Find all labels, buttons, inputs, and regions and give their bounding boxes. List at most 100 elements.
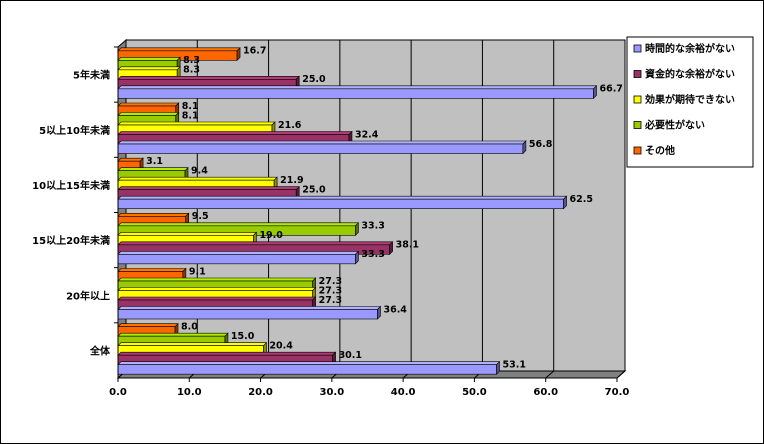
data-label: 32.4 [355,129,379,140]
data-label: 15.0 [231,331,255,342]
bar-top-face [117,241,394,246]
data-label: 20.4 [269,340,293,351]
data-label: 16.7 [243,46,266,57]
bar-top-face [117,167,189,171]
bar-top-face [117,277,317,282]
bars [117,47,598,375]
data-label: 8.3 [183,65,200,76]
data-label: 9.4 [191,165,208,176]
legend-swatch [633,146,642,155]
legend-swatch [633,95,642,104]
bar-side-face [496,360,500,375]
gridline-floor [545,370,555,379]
data-label: 30.1 [339,350,362,361]
data-label: 25.0 [302,184,326,195]
bar [117,309,378,320]
bar-top-face [117,213,190,217]
bar-side-face [389,241,393,256]
legend-label: 時間的な余裕がない [645,42,735,55]
bar [117,198,564,209]
bar-top-face [117,186,300,190]
data-label: 9.1 [189,266,206,277]
bar [117,88,594,99]
gridline-floor [616,370,626,379]
data-label: 3.1 [146,156,163,167]
category-label: 5年未満 [73,69,110,82]
legend-swatch [633,44,642,53]
x-tick-label: 0.0 [109,387,127,398]
bar [117,364,497,375]
data-label: 19.0 [259,230,283,241]
category-label: 20年以上 [66,289,110,302]
bar-top-face [117,332,229,337]
data-label: 8.1 [182,101,199,112]
data-label: 38.1 [396,240,419,251]
bar-side-face [522,140,527,155]
data-label: 62.5 [570,194,593,205]
category-label: 全体 [89,344,111,357]
bar-top-face [117,140,527,145]
bar-top-face [117,351,337,356]
bar-top-face [117,112,180,116]
category-label: 10以上15年未満 [32,179,110,192]
bar-top-face [117,66,181,71]
data-label: 21.9 [280,175,303,186]
legend-swatch [633,70,642,78]
bar-top-face [117,102,180,107]
bar [117,254,356,265]
data-label: 27.3 [319,285,342,296]
bar-top-face [117,268,187,272]
data-label: 8.0 [181,321,198,332]
bar-side-face [563,195,567,210]
legend-swatch [633,121,642,129]
data-label: 9.5 [192,211,209,222]
bar-top-face [117,306,382,310]
category-label: 5以上10年未満 [39,124,110,137]
bar-top-face [117,121,276,126]
bar-top-face [117,361,501,365]
data-label: 27.3 [319,276,342,287]
data-label: 25.0 [302,74,326,85]
data-labels: 16.7 8.38.3 25.0 66.7 8.18.1 21.6 32.4 56.8 3.1 9… [146,46,623,371]
bar-top-face [117,251,360,255]
bar-top-face [117,157,144,162]
x-tick-label: 40.0 [391,387,416,398]
data-label: 8.1 [182,110,199,121]
data-label: 27.3 [319,295,342,306]
axes: 0.0 10.0 20.0 30.0 40.0 50.0 60.0 70.0 5年未満 5以上10… [32,46,629,398]
legend-label: その他 [645,144,675,157]
legend-label: 資金的な余裕がない [645,68,735,81]
bar-top-face [117,85,598,90]
bar-top-face [117,232,258,236]
bar-side-face [355,222,359,237]
bar-top-face [117,222,360,227]
x-tick-label: 60.0 [533,387,558,398]
data-label: 8.3 [183,55,200,66]
bar-top-face [117,296,317,301]
bar [117,143,524,154]
data-label: 33.3 [361,249,384,260]
data-label: 66.7 [599,84,622,95]
data-label: 33.3 [361,221,384,232]
bar-side-face [355,250,359,265]
category-label: 15以上20年未満 [32,234,110,247]
bar-top-face [117,195,568,200]
legend-label: 効果が期待できない [645,93,735,106]
bar-side-face [236,47,241,62]
bar-side-face [377,305,381,320]
bar-top-face [117,57,181,61]
data-label: 53.1 [503,359,526,370]
bar-top-face [117,176,278,181]
bar-top-face [117,131,353,135]
data-label: 36.4 [383,304,407,315]
x-tick-label: 20.0 [248,387,273,398]
x-tick-label: 30.0 [320,387,345,398]
data-label: 21.6 [278,120,302,131]
bar-top-face [117,76,300,80]
data-label: 56.8 [529,139,553,150]
bar-top-face [117,287,317,291]
legend-label: 必要性がない [644,119,705,132]
bar-top-face [117,342,268,346]
